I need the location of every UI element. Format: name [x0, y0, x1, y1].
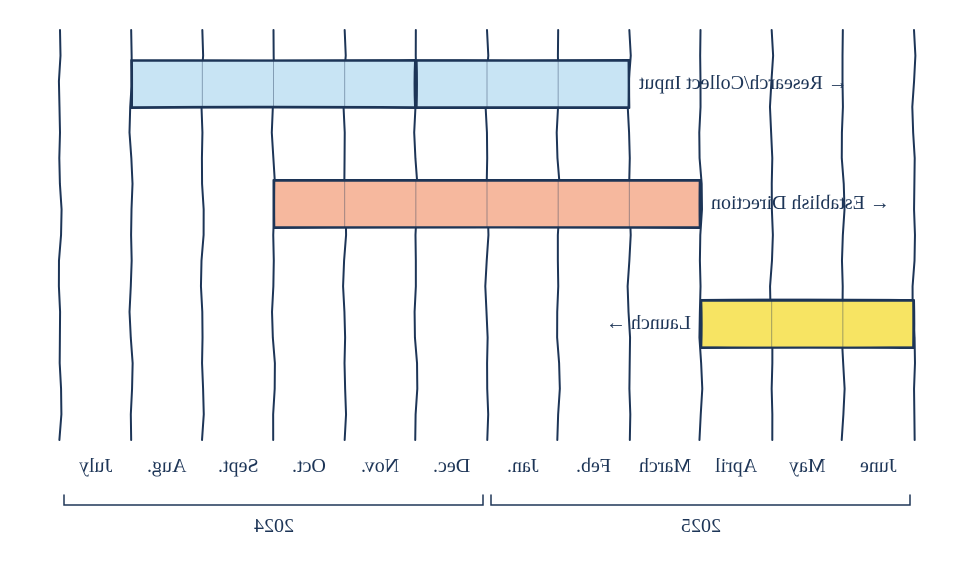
bar-label: ← Establish Direction — [711, 192, 890, 215]
month-label: Sept. — [198, 455, 278, 478]
month-label: June — [838, 455, 918, 478]
month-label: Aug. — [127, 455, 207, 478]
month-label: Nov. — [340, 455, 420, 478]
month-label: Feb. — [554, 455, 634, 478]
month-label: March — [625, 455, 705, 478]
month-label: May — [767, 455, 847, 478]
month-label: April — [696, 455, 776, 478]
year-label: 2024 — [244, 515, 304, 538]
month-label: Oct. — [269, 455, 349, 478]
month-label: July — [56, 455, 136, 478]
month-label: Jan. — [483, 455, 563, 478]
year-label: 2025 — [671, 515, 731, 538]
bar-label: Launch → — [606, 312, 691, 335]
bar-label: ← Research/Collect Input — [639, 72, 848, 95]
month-label: Dec. — [411, 455, 491, 478]
